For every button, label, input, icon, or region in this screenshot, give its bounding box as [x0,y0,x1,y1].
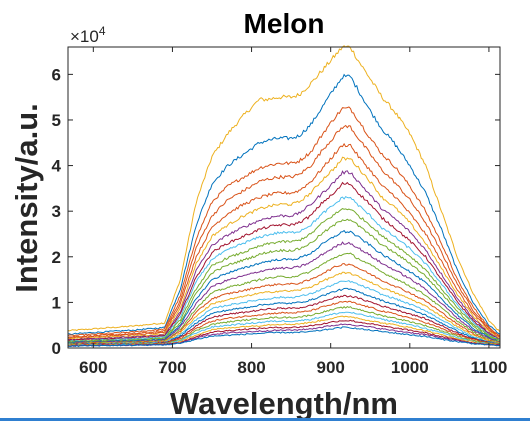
spectrum-series-line [68,326,501,348]
y-tick-label: 0 [52,339,61,358]
spectrum-series-line [67,124,501,338]
y-axis-label: Intensity/a.u. [9,103,44,292]
x-tick-label: 900 [316,358,344,377]
y-exponent-label: ×104 [70,24,106,46]
spectrum-series-line [68,229,500,344]
x-tick-label: 1000 [391,358,429,377]
spectrum-series-line [67,170,501,341]
window-bottom-border [0,418,530,421]
spectrum-series-line [67,156,501,340]
spectrum-series-line [67,241,501,344]
y-tick-label: 6 [52,65,61,84]
spectrum-series-line [67,181,501,342]
x-axis-label: Wavelength/nm [170,386,398,421]
y-tick-label: 4 [52,157,62,176]
spectrum-series-line [67,73,501,336]
spectrum-series-line [67,195,501,343]
y-tick-label: 5 [52,111,61,130]
x-tick-label: 800 [237,358,265,377]
x-tick-label: 700 [158,358,186,377]
ticks-layer: 600 700 800 900 1000 1100 0 1 2 3 4 5 6 [52,47,507,377]
y-tick-label: 2 [52,248,61,267]
chart-title: Melon [244,8,325,39]
spectrum-series-line [67,45,501,333]
spectrum-series-line [67,306,501,346]
spectrum-series-line [67,208,501,343]
spectrum-series-line [67,106,501,337]
series-layer [67,45,501,348]
plot-frame [67,46,501,349]
spectrum-series-line [67,142,501,339]
y-tick-label: 1 [52,293,61,312]
spectrum-series-line [67,271,501,345]
x-tick-label: 600 [79,358,107,377]
x-tick-label: 1100 [470,358,507,377]
y-tick-label: 3 [52,202,61,221]
